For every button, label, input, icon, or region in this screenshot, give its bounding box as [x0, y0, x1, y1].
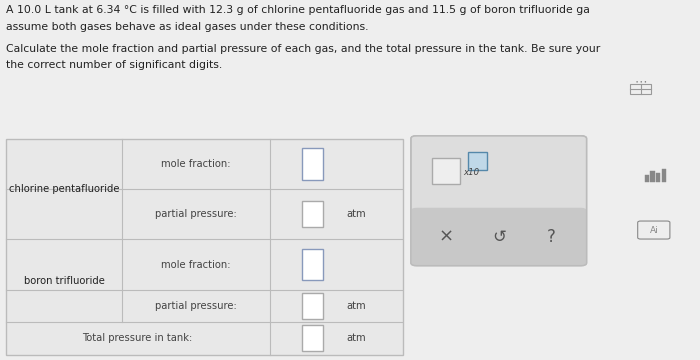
- Bar: [432, 158, 460, 184]
- Text: ×: ×: [438, 228, 454, 246]
- Bar: [6, 139, 402, 355]
- Text: partial pressure:: partial pressure:: [155, 301, 237, 311]
- Text: mole fraction:: mole fraction:: [161, 159, 231, 169]
- Bar: [302, 325, 323, 351]
- FancyBboxPatch shape: [411, 136, 587, 266]
- Text: ⋯: ⋯: [634, 76, 647, 89]
- Bar: [650, 171, 655, 182]
- Bar: [645, 175, 649, 182]
- Text: assume both gases behave as ideal gases under these conditions.: assume both gases behave as ideal gases …: [6, 22, 368, 32]
- Text: ↺: ↺: [492, 228, 505, 246]
- Text: atm: atm: [346, 209, 366, 219]
- Bar: [662, 169, 666, 182]
- Text: x10: x10: [463, 168, 480, 177]
- Text: atm: atm: [346, 333, 366, 343]
- Text: the correct number of significant digits.: the correct number of significant digits…: [6, 60, 222, 70]
- Bar: [630, 84, 651, 94]
- Text: Total pressure in tank:: Total pressure in tank:: [83, 333, 192, 343]
- Text: mole fraction:: mole fraction:: [161, 260, 231, 270]
- Text: Calculate the mole fraction and partial pressure of each gas, and the total pres: Calculate the mole fraction and partial …: [6, 44, 600, 54]
- Bar: [302, 293, 323, 319]
- Bar: [302, 148, 323, 180]
- Text: partial pressure:: partial pressure:: [155, 209, 237, 219]
- Text: atm: atm: [346, 301, 366, 311]
- Text: chlorine pentafluoride: chlorine pentafluoride: [9, 184, 119, 194]
- Bar: [468, 152, 487, 170]
- Text: ?: ?: [547, 228, 556, 246]
- Text: Ai: Ai: [650, 225, 658, 235]
- Bar: [302, 201, 323, 227]
- Text: A 10.0 L tank at 6.34 °C is filled with 12.3 g of chlorine pentafluoride gas and: A 10.0 L tank at 6.34 °C is filled with …: [6, 5, 589, 15]
- Text: boron trifluoride: boron trifluoride: [24, 276, 104, 286]
- FancyBboxPatch shape: [411, 208, 587, 266]
- Bar: [656, 173, 660, 182]
- Bar: [302, 249, 323, 280]
